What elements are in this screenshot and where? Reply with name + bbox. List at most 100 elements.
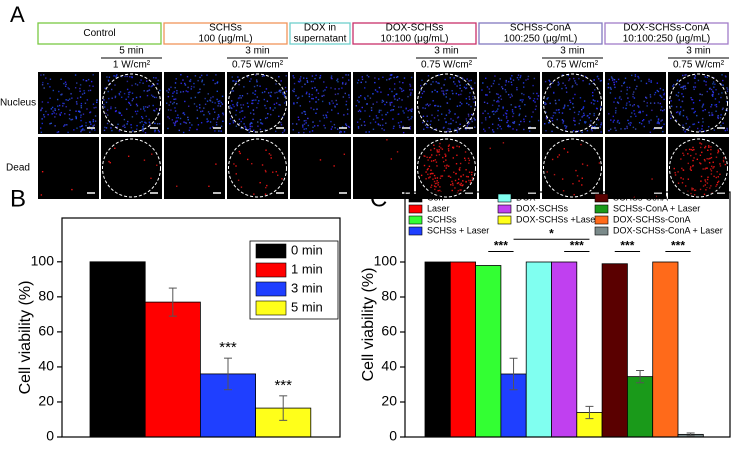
cell-dot: [304, 113, 307, 116]
cell-dot: [171, 119, 174, 121]
significance: ***: [671, 239, 685, 253]
cell-dot: [150, 94, 153, 96]
cell-dot: [693, 194, 696, 196]
cell-dot: [468, 122, 471, 124]
cell-dot: [238, 83, 240, 86]
cell-dot: [298, 131, 300, 134]
cell-dot: [586, 129, 589, 132]
cell-dot: [719, 173, 721, 176]
cell-dot: [356, 121, 359, 123]
cell-dot: [682, 152, 684, 155]
significance: *: [549, 226, 554, 240]
cell-dot: [364, 97, 366, 99]
bar: [255, 407, 312, 438]
cell-dot: [91, 128, 93, 131]
cell-dot: [255, 79, 258, 81]
cell-dot: [381, 118, 384, 121]
cell-dot: [69, 109, 71, 112]
cell-dot: [581, 131, 583, 133]
cell-dot: [209, 127, 211, 129]
cell-dot: [331, 77, 333, 80]
cell-dot: [345, 103, 347, 106]
cell-dot: [258, 100, 260, 102]
cell-dot: [544, 103, 546, 106]
cell-dot: [221, 95, 224, 98]
cell-dot: [188, 80, 191, 82]
cell-dot: [178, 129, 180, 132]
cell-dot: [713, 166, 715, 168]
cell-dot: [487, 112, 489, 115]
cell-dot: [381, 114, 383, 116]
cell-dot: [182, 131, 185, 134]
cell-dot: [470, 85, 472, 87]
cell-dot: [280, 89, 282, 92]
cell-dot: [407, 110, 409, 112]
cell-dot: [55, 113, 58, 115]
cell-dot: [330, 120, 332, 123]
cell-dot: [434, 104, 437, 107]
cell-dot: [504, 112, 507, 114]
cell-dot: [187, 86, 189, 89]
cell-dot: [74, 87, 77, 89]
cell-dot: [430, 186, 432, 188]
cell-dot: [583, 114, 586, 116]
cell-dot: [124, 126, 126, 129]
cell-dot: [126, 123, 128, 125]
cell-dot: [703, 193, 706, 196]
cell-dot: [445, 167, 447, 169]
cell-dot: [517, 74, 520, 76]
cell-dot: [279, 104, 282, 106]
cell-dot: [699, 99, 701, 102]
cell-dot: [125, 98, 127, 101]
cell-dot: [306, 81, 309, 83]
cell-dot: [498, 96, 500, 99]
cell-dot: [577, 130, 579, 132]
cell-dot: [634, 79, 636, 81]
cell-dot: [241, 95, 244, 97]
cell-dot: [118, 112, 121, 114]
cell-dot: [343, 131, 346, 133]
significance: ***: [620, 239, 634, 253]
cell-dot: [677, 111, 679, 113]
cell-dot: [700, 143, 703, 145]
cell-dot: [312, 126, 314, 129]
cell-dot: [562, 122, 564, 124]
cell-dot: [718, 101, 721, 103]
cell-dot: [451, 90, 453, 92]
cell-dot: [691, 98, 693, 101]
cell-dot: [284, 86, 287, 89]
cell-dot: [216, 98, 218, 101]
cell-dot: [60, 111, 62, 114]
cell-dot: [142, 127, 144, 129]
cell-dot: [628, 86, 631, 89]
cell-dot: [441, 90, 443, 92]
cell-dot: [242, 117, 244, 120]
cell-dot: [370, 109, 373, 112]
cell-dot: [713, 175, 715, 178]
cell-dot: [141, 128, 144, 131]
cell-dot: [599, 80, 602, 82]
cell-dot: [311, 130, 314, 132]
cell-dot: [247, 129, 250, 131]
cell-dot: [433, 147, 436, 150]
cell-dot: [721, 92, 723, 94]
cell-dot: [261, 75, 264, 77]
cell-dot: [692, 159, 694, 162]
cell-dot: [523, 118, 525, 120]
cell-dot: [43, 87, 45, 89]
cell-dot: [468, 118, 471, 121]
cell-dot: [308, 95, 311, 98]
micrograph: [164, 137, 225, 199]
cell-dot: [306, 91, 308, 94]
cell-dot: [643, 125, 645, 128]
cell-dot: [584, 122, 586, 124]
cell-dot: [544, 123, 546, 125]
cell-dot: [629, 104, 631, 106]
cell-dot: [232, 120, 234, 122]
cell-dot: [278, 89, 281, 92]
cell-dot: [183, 113, 186, 116]
cell-dot: [547, 121, 550, 124]
cell-dot: [694, 82, 696, 84]
cell-dot: [435, 81, 437, 83]
cell-dot: [546, 171, 548, 173]
